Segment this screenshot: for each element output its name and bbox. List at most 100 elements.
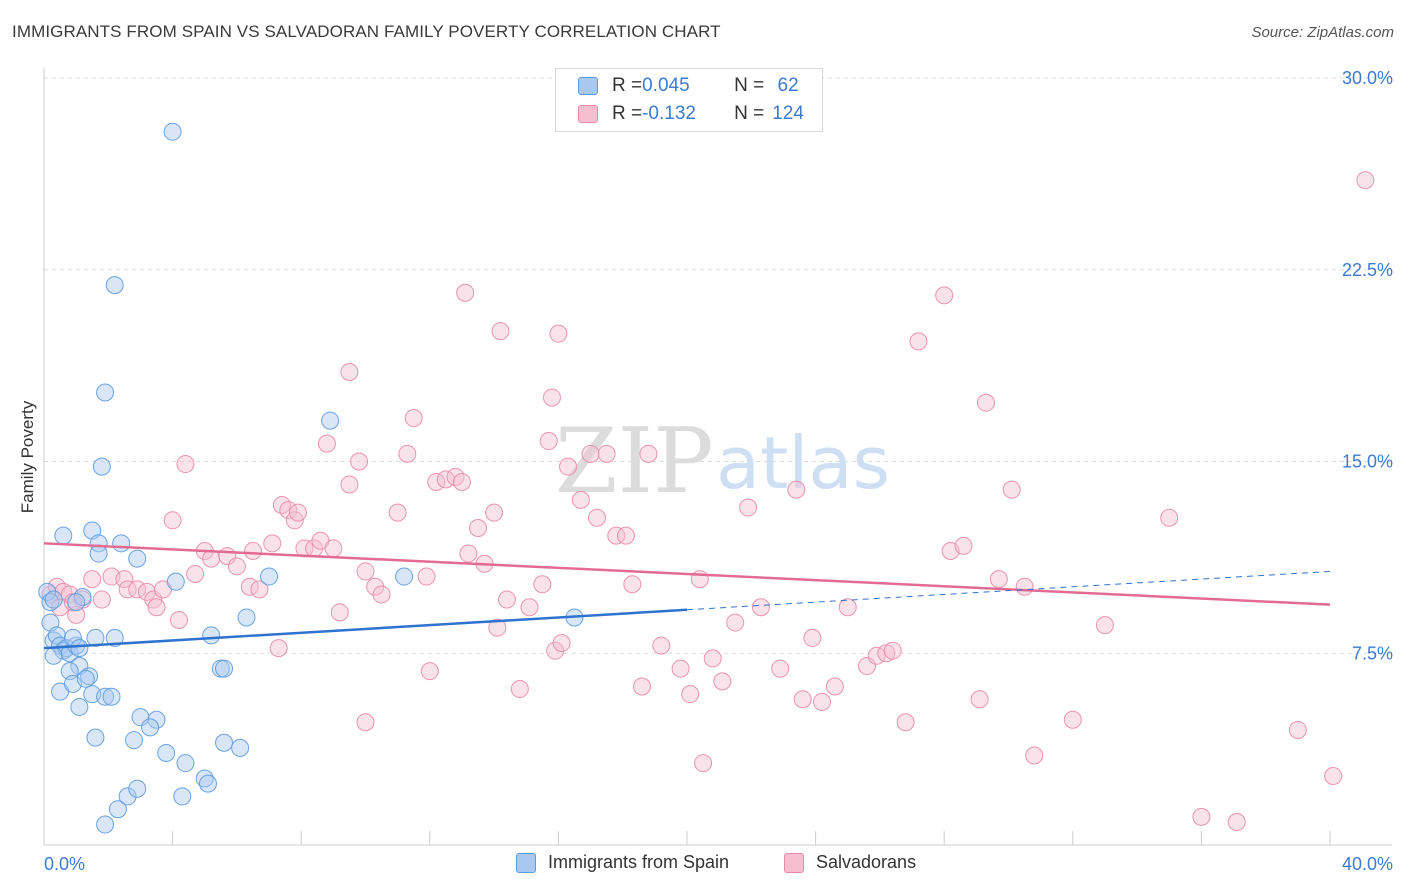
salvadorans-point	[269, 639, 288, 658]
legend-n-label: N =	[734, 103, 765, 124]
salvadorans-point	[581, 444, 600, 463]
y-tick-label: 7.5%	[1352, 643, 1393, 663]
legend-swatch-pink	[578, 105, 598, 123]
salvadorans-point	[491, 322, 510, 341]
salvadorans-point	[176, 455, 195, 474]
salvadorans-point	[163, 511, 182, 530]
salvadorans-point	[751, 598, 770, 617]
salvadorans-point	[340, 363, 359, 382]
salvadorans-point	[713, 672, 732, 691]
y-tick-label: 30.0%	[1342, 68, 1393, 88]
watermark: ZIP atlas	[555, 409, 890, 514]
spain-point	[215, 659, 234, 678]
salvadorans-point	[632, 677, 651, 696]
salvadorans-point	[330, 603, 349, 622]
spain-point	[166, 572, 185, 591]
salvadorans-point	[366, 577, 385, 596]
legend-row-salvadorans: R = -0.132 N = 124	[578, 102, 804, 126]
salvadorans-point	[459, 544, 478, 563]
salvadorans-point	[356, 562, 375, 581]
salvadorans-point	[243, 541, 262, 560]
spain-point	[96, 383, 115, 402]
legend-n-label: N =	[734, 75, 765, 96]
legend-r-label: R =	[612, 103, 643, 124]
legend-n-value: 124	[772, 103, 804, 124]
spain-point	[86, 728, 105, 747]
spain-point	[163, 122, 182, 141]
x-tick-label-max: 40.0%	[1342, 854, 1393, 874]
spain-point	[80, 667, 99, 686]
salvadorans-point	[1227, 812, 1246, 831]
spain-point	[92, 457, 111, 476]
spain-point	[395, 567, 414, 586]
spain-trend-line	[43, 608, 688, 650]
salvadorans-point	[559, 457, 578, 476]
spain-point	[202, 626, 221, 645]
salvadorans-point	[989, 570, 1008, 589]
axis-labels: 7.5% 15.0% 22.5% 30.0% 0.0% 40.0% Family Pover…	[18, 68, 1393, 874]
legend-swatch-pink	[784, 852, 804, 873]
y-axis-title: Family Poverty	[18, 400, 37, 513]
series-immigrants-from-spain	[38, 122, 584, 834]
legend-label-spain: Immigrants from Spain	[548, 852, 730, 872]
spain-trend-extension	[686, 570, 1331, 611]
spain-point	[260, 567, 279, 586]
salvadorans-point	[420, 662, 439, 681]
salvadorans-point	[118, 580, 137, 599]
spain-point	[60, 644, 79, 663]
salvadorans-point	[883, 641, 902, 660]
salvadorans-point	[356, 713, 375, 732]
salvadorans-point	[250, 580, 269, 599]
salvadorans-point	[597, 444, 616, 463]
y-tick-label: 22.5%	[1342, 260, 1393, 280]
salvadorans-trend-line	[43, 542, 1331, 606]
salvadorans-point	[1015, 577, 1034, 596]
gridlines	[44, 77, 1392, 654]
trend-lines	[43, 542, 1331, 650]
salvadorans-point	[571, 490, 590, 509]
salvadorans-point	[520, 598, 539, 617]
spain-point	[70, 639, 89, 658]
salvadorans-point	[340, 475, 359, 494]
salvadorans-point	[324, 539, 343, 558]
salvadorans-point	[1025, 746, 1044, 765]
salvadorans-point	[497, 590, 516, 609]
spain-point	[321, 411, 340, 430]
spain-point	[38, 582, 57, 601]
salvadorans-point	[671, 659, 690, 678]
spain-point	[44, 646, 63, 665]
salvadorans-point	[456, 283, 475, 302]
spain-point	[215, 733, 234, 752]
legend-item-spain: Immigrants from Spain	[516, 852, 729, 873]
salvadorans-point	[552, 634, 571, 653]
spain-point	[237, 608, 256, 627]
watermark-zip: ZIP	[555, 409, 714, 514]
salvadorans-point	[726, 613, 745, 632]
salvadorans-point	[813, 692, 832, 711]
axes	[43, 68, 1392, 846]
spain-point	[70, 697, 89, 716]
salvadorans-point	[1324, 766, 1343, 785]
spain-point	[89, 534, 108, 553]
salvadorans-point	[803, 628, 822, 647]
spain-point	[44, 590, 63, 609]
salvadorans-point	[539, 432, 558, 451]
y-tick-label: 15.0%	[1342, 452, 1393, 472]
salvadorans-point	[793, 690, 812, 709]
salvadorans-point	[83, 570, 102, 589]
legend-n-value: 62	[772, 75, 799, 96]
salvadorans-point	[542, 388, 561, 407]
salvadorans-point	[1288, 720, 1307, 739]
salvadorans-point	[935, 286, 954, 305]
chart-title: IMMIGRANTS FROM SPAIN VS SALVADORAN FAMI…	[12, 22, 721, 41]
x-tick-label-min: 0.0%	[44, 854, 85, 874]
salvadorans-point	[92, 590, 111, 609]
salvadorans-point	[616, 526, 635, 545]
salvadorans-point	[838, 598, 857, 617]
spain-point	[86, 628, 105, 647]
salvadorans-point	[1356, 171, 1375, 190]
salvadorans-point	[1002, 480, 1021, 499]
salvadorans-point	[825, 677, 844, 696]
spain-point	[102, 687, 121, 706]
spain-point	[128, 779, 147, 798]
